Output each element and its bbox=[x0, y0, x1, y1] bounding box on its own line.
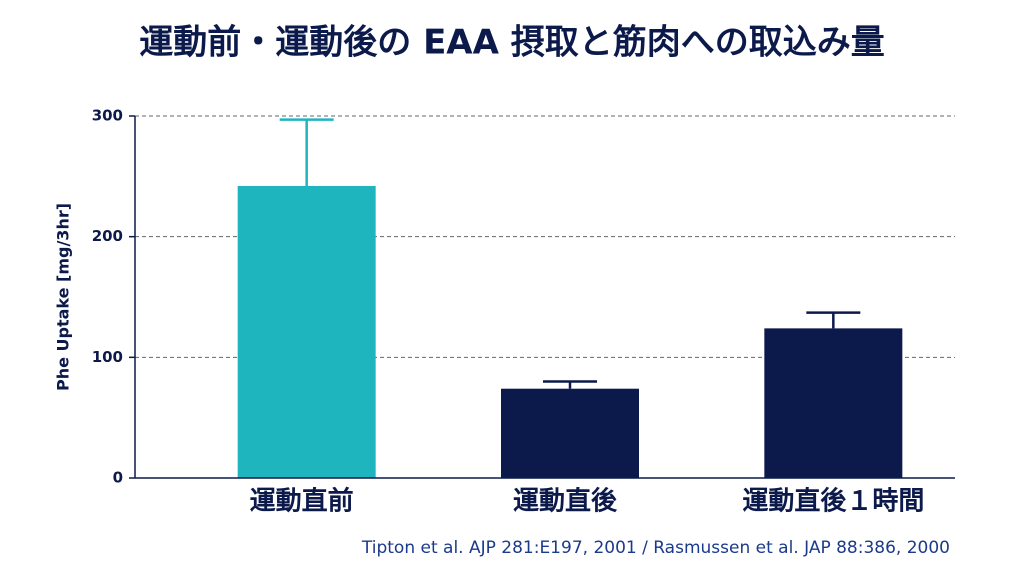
y-tick-label: 200 bbox=[92, 227, 123, 245]
chart-title: 運動前・運動後の EAA 摂取と筋肉への取込み量 bbox=[139, 23, 885, 63]
bar bbox=[237, 185, 376, 478]
bar bbox=[501, 388, 639, 478]
bar bbox=[764, 328, 903, 478]
x-tick-label: 運動直前 bbox=[250, 486, 354, 517]
source-note: Tipton et al. AJP 281:E197, 2001 / Rasmu… bbox=[361, 538, 950, 558]
x-tick-label: 運動直後 bbox=[513, 486, 618, 517]
y-tick-label: 0 bbox=[113, 469, 123, 487]
x-tick-label: 運動直後１時間 bbox=[742, 486, 924, 517]
y-tick-label: 100 bbox=[92, 348, 123, 366]
y-tick-label: 300 bbox=[92, 107, 123, 125]
y-axis-label: Phe Uptake [mg/3hr] bbox=[54, 203, 73, 391]
